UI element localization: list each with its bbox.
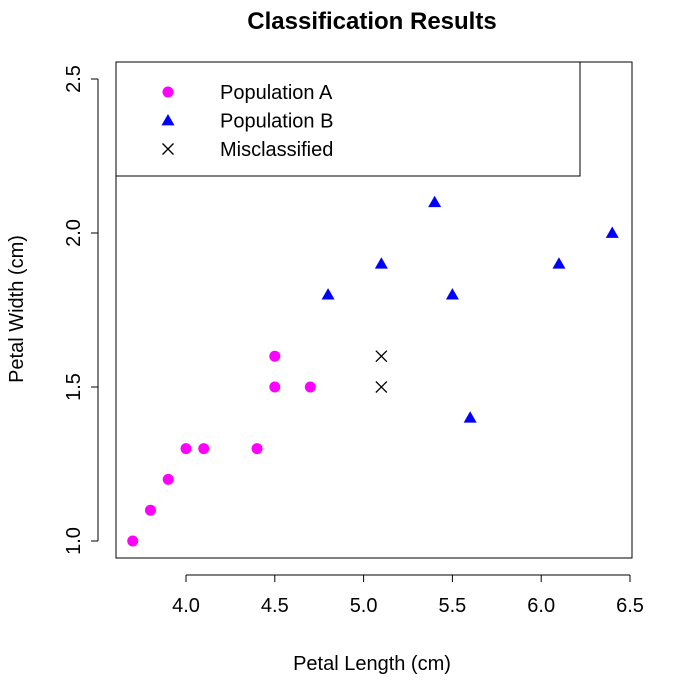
- data-point: [269, 381, 281, 393]
- data-point: [463, 411, 477, 423]
- legend-marker: [162, 86, 174, 98]
- data-point: [428, 195, 442, 208]
- x-tick-label: 4.0: [172, 595, 200, 617]
- data-point: [304, 381, 316, 393]
- x-tick-label: 6.0: [527, 595, 555, 617]
- legend-label: Population A: [220, 82, 333, 104]
- data-point: [605, 226, 619, 238]
- data-point: [552, 257, 566, 269]
- legend-label: Misclassified: [220, 139, 333, 161]
- y-tick-label: 2.5: [63, 65, 85, 93]
- plot-area: 4.0 4.5 5.0 5.5 6.0 6.5 1.0 1.5 2.0 2.5 Population…: [63, 61, 644, 617]
- x-tick-label: 6.5: [616, 595, 644, 617]
- legend-marker: [161, 114, 175, 126]
- y-tick-label: 2.0: [63, 219, 85, 247]
- legend-box: [115, 61, 581, 177]
- data-point: [127, 535, 139, 547]
- data-point: [375, 350, 388, 363]
- chart-title: Classification Results: [247, 8, 496, 35]
- data-point: [374, 257, 388, 269]
- x-tick-label: 4.5: [261, 595, 289, 617]
- data-point: [251, 443, 263, 455]
- legend-marker: [162, 143, 174, 155]
- series-population-b: [321, 195, 619, 423]
- data-point: [198, 443, 210, 455]
- data-point: [445, 288, 459, 300]
- y-tick-label: 1.0: [63, 527, 85, 555]
- data-point: [162, 473, 174, 485]
- data-point: [144, 504, 156, 516]
- x-axis-label: Petal Length (cm): [293, 653, 451, 675]
- y-tick-label: 1.5: [63, 373, 85, 401]
- y-axis-label: Petal Width (cm): [6, 235, 28, 383]
- data-point: [375, 381, 388, 393]
- series-population-a: [127, 350, 316, 547]
- x-tick-label: 5.5: [438, 595, 466, 617]
- series-misclassified: [375, 350, 388, 393]
- x-tick-label: 5.0: [350, 595, 378, 617]
- legend: Population A Population B Misclassified: [115, 61, 581, 177]
- data-point: [321, 288, 335, 300]
- data-point: [180, 443, 192, 455]
- data-point: [269, 350, 281, 362]
- legend-label: Population B: [220, 111, 333, 133]
